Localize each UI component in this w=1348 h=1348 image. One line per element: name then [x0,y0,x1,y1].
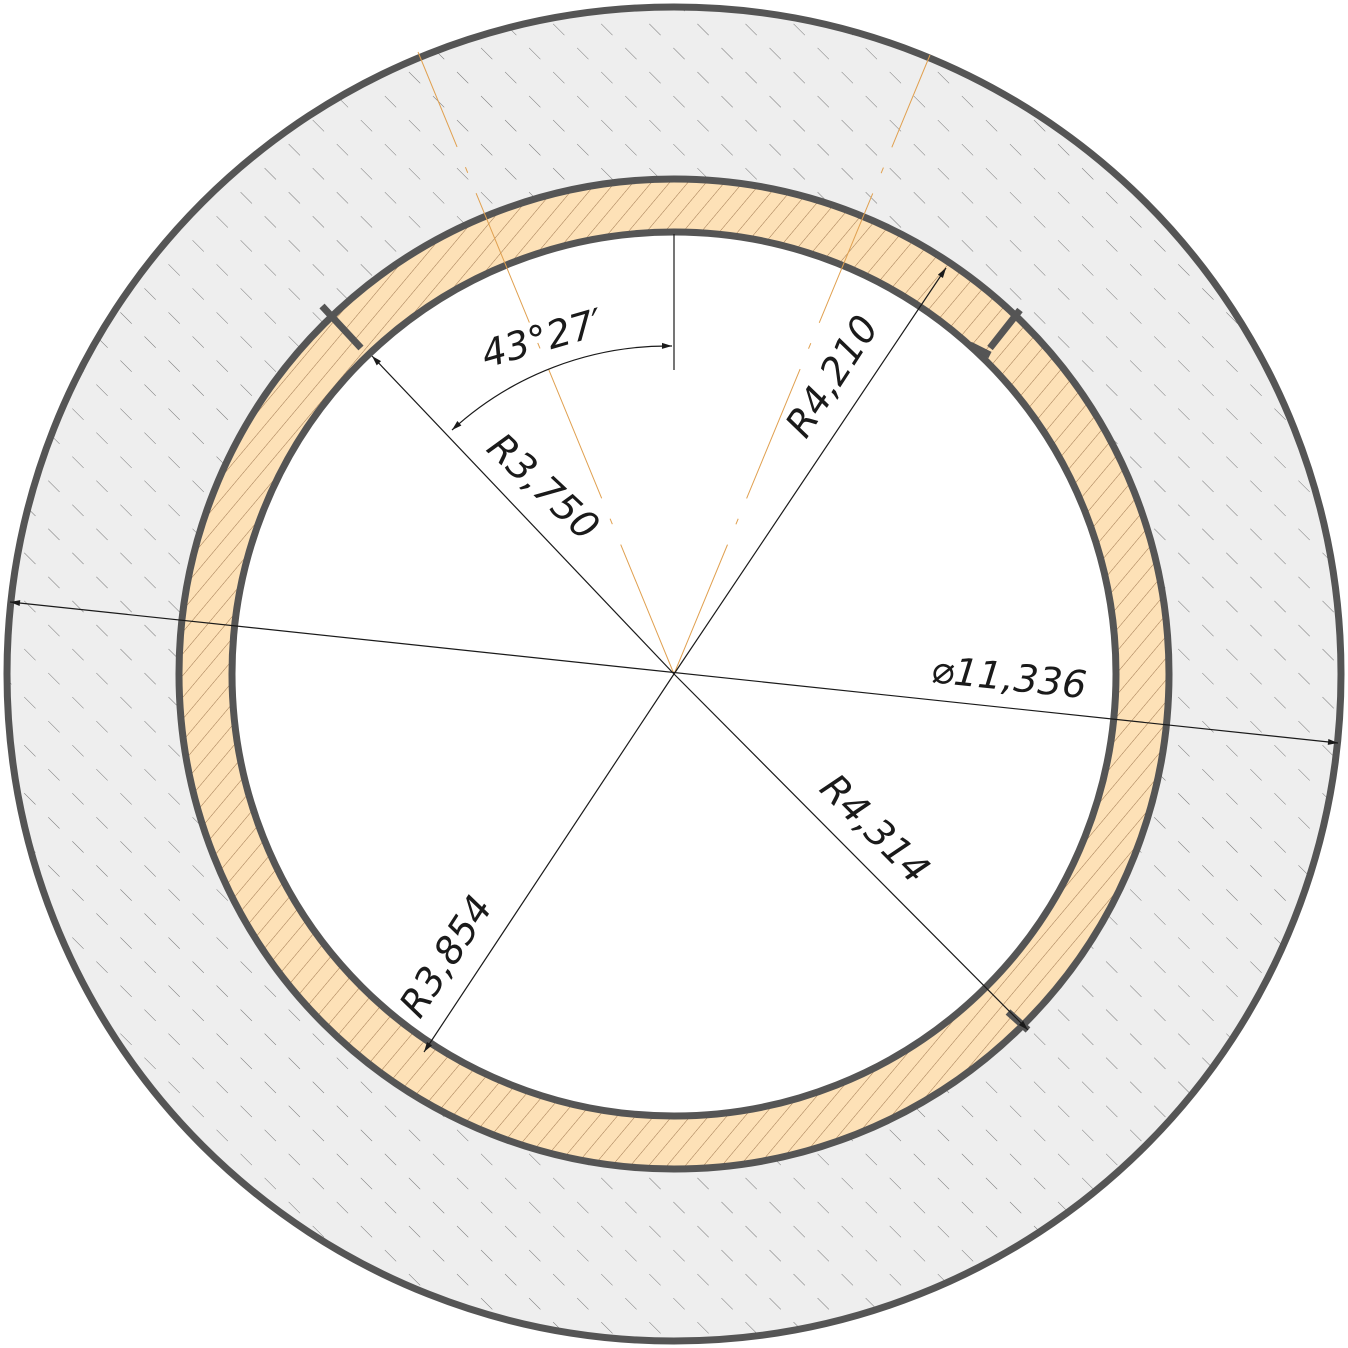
radius-3854-line [423,673,675,1053]
diameter-label: ⌀11,336 [929,647,1089,707]
axis-line-right [673,54,931,675]
diameter-line [9,600,1339,745]
radius-3750-line [371,355,675,675]
radius-4210-line [673,267,947,675]
dimension-labels: 43°27′ R3,750 R4,210 R3,854 R4,314 ⌀11,3… [391,300,1089,1025]
radius-4314-label: R4,314 [812,765,939,892]
radius-3854-label: R3,854 [391,888,502,1025]
radius-4314-line [673,673,1029,1031]
ring-gap-left-cut [319,303,364,351]
dimension-lines [9,234,1339,1053]
housing [3,3,1345,1345]
center-lines [417,51,931,675]
housing-outer-edge [3,3,1345,1345]
ring-gap-right-cut-1 [968,341,992,359]
ring-gap-right-cut-2 [987,307,1023,351]
radius-3750-label: R3,750 [479,424,608,548]
angle-label: 43°27′ [476,300,608,377]
angle-dimension-arc [451,342,673,431]
axis-line-left [417,51,675,675]
radius-4210-label: R4,210 [777,308,888,445]
